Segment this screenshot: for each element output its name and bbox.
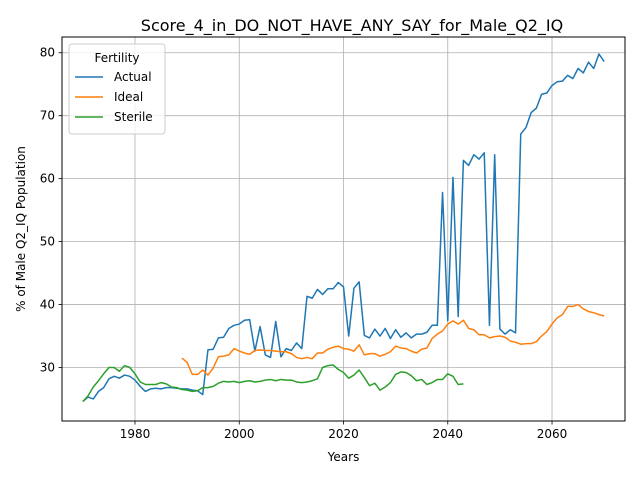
x-tick-label: 2020	[328, 427, 359, 441]
y-tick-label: 50	[40, 235, 55, 249]
grid-lines	[62, 37, 625, 421]
x-axis-label: Years	[327, 450, 360, 464]
y-tick-label: 70	[40, 109, 55, 123]
x-tick-label: 1980	[120, 427, 151, 441]
y-axis-label: % of Male Q2_IQ Population	[14, 146, 28, 312]
y-tick-label: 60	[40, 172, 55, 186]
series-lines	[82, 53, 605, 403]
y-tick-label: 30	[40, 360, 55, 374]
series-line-actual	[82, 53, 605, 403]
legend-label-sterile: Sterile	[114, 110, 153, 124]
x-tick-label: 2000	[224, 427, 255, 441]
axis-ticks: 1980 2000 2020 2040 2060 30 40 50 60 70 80	[40, 46, 568, 441]
y-tick-label: 80	[40, 46, 55, 60]
legend-label-ideal: Ideal	[114, 90, 143, 104]
legend: Fertility Actual Ideal Sterile	[68, 43, 166, 135]
legend-box	[68, 43, 166, 135]
series-line-ideal	[181, 303, 605, 376]
x-tick-label: 2060	[537, 427, 568, 441]
series-line-sterile	[82, 364, 464, 402]
x-tick-label: 2040	[432, 427, 463, 441]
legend-label-actual: Actual	[114, 70, 152, 84]
chart-title: Score_4_in_DO_NOT_HAVE_ANY_SAY_for_Male_…	[141, 16, 563, 36]
legend-entries: Actual Ideal Sterile	[75, 70, 153, 124]
legend-title: Fertility	[94, 51, 139, 65]
y-tick-label: 40	[40, 298, 55, 312]
